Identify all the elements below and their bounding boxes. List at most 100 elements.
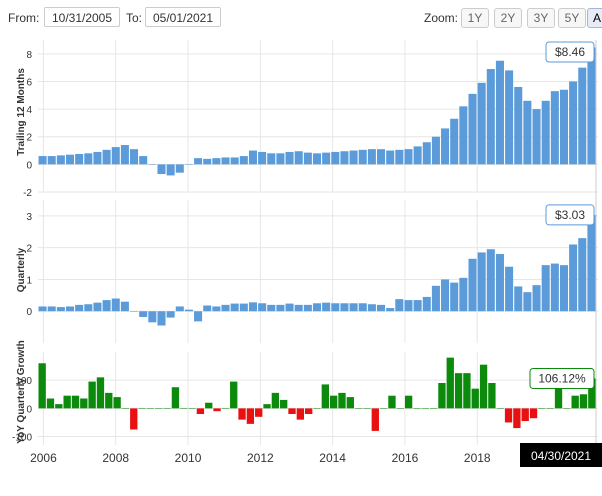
bar — [431, 285, 440, 312]
bar — [139, 311, 148, 317]
bar — [38, 363, 46, 409]
bar — [258, 303, 267, 312]
bar — [113, 397, 121, 409]
bar — [486, 69, 495, 165]
bar — [148, 164, 157, 165]
bar — [331, 303, 340, 312]
date-flag-label: 04/30/2021 — [531, 449, 591, 463]
bar — [578, 67, 587, 165]
bar — [303, 304, 312, 312]
bar — [294, 304, 303, 312]
bar — [468, 93, 477, 165]
y-tick-label: -2 — [23, 188, 32, 199]
zoom-2y-button[interactable]: 2Y — [494, 8, 522, 28]
zoom-all-button[interactable]: A — [587, 8, 602, 28]
bar — [532, 109, 541, 165]
bar — [532, 285, 541, 312]
bar — [184, 164, 193, 165]
to-date-input[interactable]: 05/01/2021 — [145, 7, 221, 27]
bar — [569, 244, 578, 312]
y-axis-title: Trailing 12 Months — [16, 68, 27, 156]
bar — [587, 47, 596, 165]
zoom-label: Zoom: — [424, 11, 459, 25]
x-tick-label: 2014 — [319, 451, 346, 465]
bar — [559, 89, 569, 165]
bar — [505, 70, 514, 165]
bar — [212, 306, 221, 312]
last-value-label: $3.03 — [555, 208, 585, 222]
bar — [130, 408, 138, 430]
bar — [404, 395, 413, 409]
bar — [340, 303, 349, 312]
bar — [120, 145, 129, 165]
bar — [454, 373, 463, 409]
bar — [505, 266, 514, 312]
bar — [271, 392, 280, 409]
bar — [495, 60, 504, 165]
bar — [138, 408, 146, 409]
bar — [514, 86, 523, 165]
bar — [371, 408, 379, 431]
bar — [554, 387, 563, 409]
bar — [296, 408, 305, 420]
y-tick-label: 100 — [15, 376, 32, 387]
bar — [541, 100, 550, 165]
bar — [285, 303, 294, 312]
bar — [205, 402, 213, 409]
bar — [321, 384, 329, 409]
x-tick-label: 2018 — [464, 451, 491, 465]
bar — [431, 136, 440, 165]
bar — [313, 408, 321, 409]
bar — [504, 408, 513, 423]
bar — [84, 153, 93, 165]
bar — [239, 156, 248, 165]
zoom-5y-button[interactable]: 5Y — [558, 8, 586, 28]
bar — [477, 82, 486, 165]
bar — [312, 153, 322, 165]
bar — [38, 306, 47, 312]
bar — [230, 157, 239, 165]
bar — [550, 263, 559, 312]
bar — [80, 398, 88, 409]
bar — [248, 302, 257, 312]
bar — [377, 304, 386, 312]
bar — [468, 258, 477, 312]
bar — [421, 408, 429, 409]
bar — [495, 254, 504, 312]
bar — [221, 304, 230, 312]
bar — [379, 408, 388, 409]
bar — [121, 408, 130, 409]
bar — [196, 408, 205, 414]
zoom-1y-button[interactable]: 1Y — [461, 8, 489, 28]
x-tick-label: 2010 — [175, 451, 202, 465]
bar — [338, 392, 346, 409]
bar — [93, 302, 102, 312]
bar — [340, 151, 349, 165]
x-tick-label: 2012 — [247, 451, 274, 465]
bar — [155, 408, 163, 409]
bar — [267, 153, 276, 165]
bar — [571, 395, 579, 409]
bar — [56, 155, 65, 165]
y-tick-label: 0 — [26, 404, 32, 415]
bar — [305, 408, 313, 414]
zoom-3y-button[interactable]: 3Y — [527, 8, 555, 28]
bar — [111, 298, 120, 312]
date-flag — [520, 443, 602, 467]
bar — [258, 151, 267, 165]
last-value-callout — [545, 41, 595, 63]
bar — [388, 395, 396, 409]
bar — [75, 154, 84, 165]
bar — [479, 364, 488, 409]
y-tick-label: 6 — [26, 77, 32, 88]
bar — [346, 397, 354, 409]
y-axis-title: Quarterly — [16, 247, 27, 292]
bar — [285, 151, 294, 165]
bar — [65, 154, 75, 165]
bar — [148, 311, 157, 323]
bar — [246, 408, 255, 424]
bar — [563, 408, 571, 409]
bar — [47, 156, 56, 165]
bar — [255, 408, 263, 417]
from-date-input[interactable]: 10/31/2005 — [44, 7, 120, 27]
